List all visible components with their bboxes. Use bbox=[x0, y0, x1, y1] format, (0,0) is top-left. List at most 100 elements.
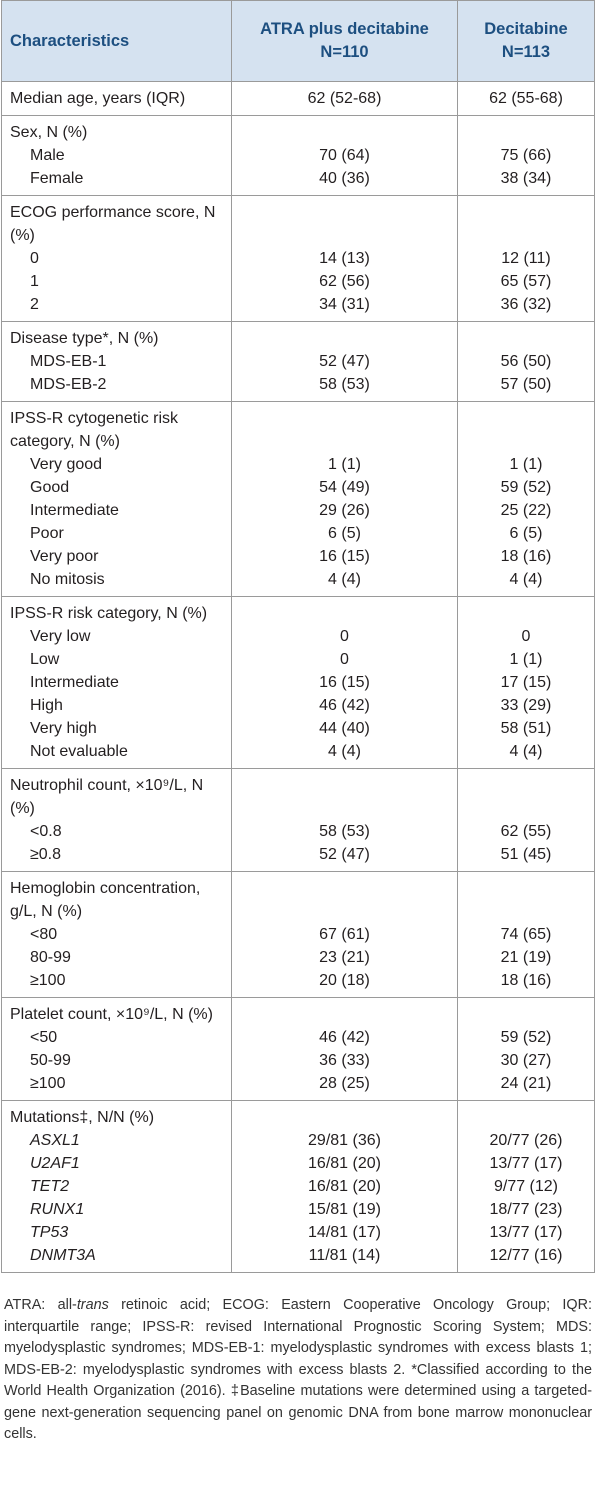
value-cell: 58 (53) bbox=[231, 820, 458, 843]
data-row: Not evaluable 4 (4) 4 (4) bbox=[1, 740, 595, 769]
header-text: N=113 bbox=[501, 43, 551, 61]
group-label: Sex, N (%) bbox=[1, 115, 232, 144]
value-cell: 52 (47) bbox=[231, 350, 458, 373]
row-label: 1 bbox=[1, 270, 232, 293]
group-row: IPSS-R cytogenetic risk category, N (%) bbox=[1, 401, 595, 453]
value-cell: 65 (57) bbox=[457, 270, 595, 293]
group-label: Hemoglobin concentration, g/L, N (%) bbox=[1, 871, 232, 923]
group-row: Median age, years (IQR) 62 (52-68) 62 (55-… bbox=[1, 81, 595, 116]
row-label: TET2 bbox=[1, 1175, 232, 1198]
table-header: Characteristics ATRA plus decitabine N=110… bbox=[1, 0, 595, 82]
data-row: Very poor 16 (15) 18 (16) bbox=[1, 545, 595, 568]
value-cell: 58 (53) bbox=[231, 373, 458, 402]
data-row: ASXL1 29/81 (36) 20/77 (26) bbox=[1, 1129, 595, 1152]
row-label: ≥0.8 bbox=[1, 843, 232, 872]
row-label: 80-99 bbox=[1, 946, 232, 969]
value-cell: 9/77 (12) bbox=[457, 1175, 595, 1198]
value-cell: 15/81 (19) bbox=[231, 1198, 458, 1221]
value-cell: 23 (21) bbox=[231, 946, 458, 969]
header-cell: Decitabine N=113 bbox=[457, 0, 595, 82]
empty-cell bbox=[457, 768, 595, 820]
row-label: MDS-EB-2 bbox=[1, 373, 232, 402]
row-label: 50-99 bbox=[1, 1049, 232, 1072]
empty-cell bbox=[231, 195, 458, 247]
data-row: 1 62 (56) 65 (57) bbox=[1, 270, 595, 293]
value-cell: 40 (36) bbox=[231, 167, 458, 196]
value-cell: 62 (55-68) bbox=[457, 81, 595, 116]
data-row: Very high 44 (40) 58 (51) bbox=[1, 717, 595, 740]
data-row: Low 0 1 (1) bbox=[1, 648, 595, 671]
data-row: No mitosis 4 (4) 4 (4) bbox=[1, 568, 595, 597]
value-cell: 67 (61) bbox=[231, 923, 458, 946]
value-cell: 16/81 (20) bbox=[231, 1152, 458, 1175]
empty-cell bbox=[457, 401, 595, 453]
data-row: ≥100 28 (25) 24 (21) bbox=[1, 1072, 595, 1101]
value-cell: 18 (16) bbox=[457, 545, 595, 568]
row-label: Intermediate bbox=[1, 499, 232, 522]
footnote: ATRA: all-trans retinoic acid; ECOG: Eas… bbox=[4, 1295, 592, 1446]
row-group: Median age, years (IQR) 62 (52-68) 62 (55-… bbox=[1, 81, 595, 116]
value-cell: 62 (52-68) bbox=[231, 81, 458, 116]
empty-cell bbox=[231, 1100, 458, 1129]
value-cell: 13/77 (17) bbox=[457, 1221, 595, 1244]
row-label: 0 bbox=[1, 247, 232, 270]
data-row: MDS-EB-1 52 (47) 56 (50) bbox=[1, 350, 595, 373]
value-cell: 70 (64) bbox=[231, 144, 458, 167]
data-row: 50-99 36 (33) 30 (27) bbox=[1, 1049, 595, 1072]
row-label: ASXL1 bbox=[1, 1129, 232, 1152]
empty-cell bbox=[457, 1100, 595, 1129]
row-label: Very low bbox=[1, 625, 232, 648]
value-cell: 54 (49) bbox=[231, 476, 458, 499]
group-row: Platelet count, ×10⁹/L, N (%) bbox=[1, 997, 595, 1026]
value-cell: 17 (15) bbox=[457, 671, 595, 694]
value-cell: 36 (32) bbox=[457, 293, 595, 322]
value-cell: 1 (1) bbox=[457, 453, 595, 476]
group-row: Mutations‡, N/N (%) bbox=[1, 1100, 595, 1129]
value-cell: 20 (18) bbox=[231, 969, 458, 998]
value-cell: 0 bbox=[231, 625, 458, 648]
value-cell: 4 (4) bbox=[457, 740, 595, 769]
group-row: Sex, N (%) bbox=[1, 115, 595, 144]
empty-cell bbox=[457, 195, 595, 247]
row-group: Sex, N (%) Male 70 (64) 75 (66) Female 40 (36… bbox=[1, 115, 595, 196]
data-row: <0.8 58 (53) 62 (55) bbox=[1, 820, 595, 843]
data-row: MDS-EB-2 58 (53) 57 (50) bbox=[1, 373, 595, 402]
value-cell: 59 (52) bbox=[457, 1026, 595, 1049]
value-cell: 62 (56) bbox=[231, 270, 458, 293]
row-label: Not evaluable bbox=[1, 740, 232, 769]
value-cell: 0 bbox=[457, 625, 595, 648]
row-group: IPSS-R risk category, N (%) Very low 0 0 Low… bbox=[1, 596, 595, 769]
header-row: Characteristics ATRA plus decitabine N=110… bbox=[1, 0, 595, 82]
value-cell: 0 bbox=[231, 648, 458, 671]
data-row: Female 40 (36) 38 (34) bbox=[1, 167, 595, 196]
value-cell: 36 (33) bbox=[231, 1049, 458, 1072]
group-row: Disease type*, N (%) bbox=[1, 321, 595, 350]
empty-cell bbox=[231, 596, 458, 625]
row-label: <80 bbox=[1, 923, 232, 946]
data-row: U2AF1 16/81 (20) 13/77 (17) bbox=[1, 1152, 595, 1175]
group-label: IPSS-R cytogenetic risk category, N (%) bbox=[1, 401, 232, 453]
data-row: ≥100 20 (18) 18 (16) bbox=[1, 969, 595, 998]
group-label: ECOG performance score, N (%) bbox=[1, 195, 232, 247]
data-row: Intermediate 29 (26) 25 (22) bbox=[1, 499, 595, 522]
row-label: Male bbox=[1, 144, 232, 167]
value-cell: 12 (11) bbox=[457, 247, 595, 270]
value-cell: 52 (47) bbox=[231, 843, 458, 872]
value-cell: 16 (15) bbox=[231, 545, 458, 568]
data-row: <50 46 (42) 59 (52) bbox=[1, 1026, 595, 1049]
header-cell: Characteristics bbox=[1, 0, 232, 82]
value-cell: 59 (52) bbox=[457, 476, 595, 499]
data-row: 80-99 23 (21) 21 (19) bbox=[1, 946, 595, 969]
empty-cell bbox=[231, 321, 458, 350]
value-cell: 75 (66) bbox=[457, 144, 595, 167]
value-cell: 46 (42) bbox=[231, 1026, 458, 1049]
value-cell: 62 (55) bbox=[457, 820, 595, 843]
group-row: IPSS-R risk category, N (%) bbox=[1, 596, 595, 625]
row-label: <0.8 bbox=[1, 820, 232, 843]
row-label: ≥100 bbox=[1, 1072, 232, 1101]
group-label: IPSS-R risk category, N (%) bbox=[1, 596, 232, 625]
data-row: Intermediate 16 (15) 17 (15) bbox=[1, 671, 595, 694]
row-label: High bbox=[1, 694, 232, 717]
value-cell: 1 (1) bbox=[231, 453, 458, 476]
data-row: TET2 16/81 (20) 9/77 (12) bbox=[1, 1175, 595, 1198]
